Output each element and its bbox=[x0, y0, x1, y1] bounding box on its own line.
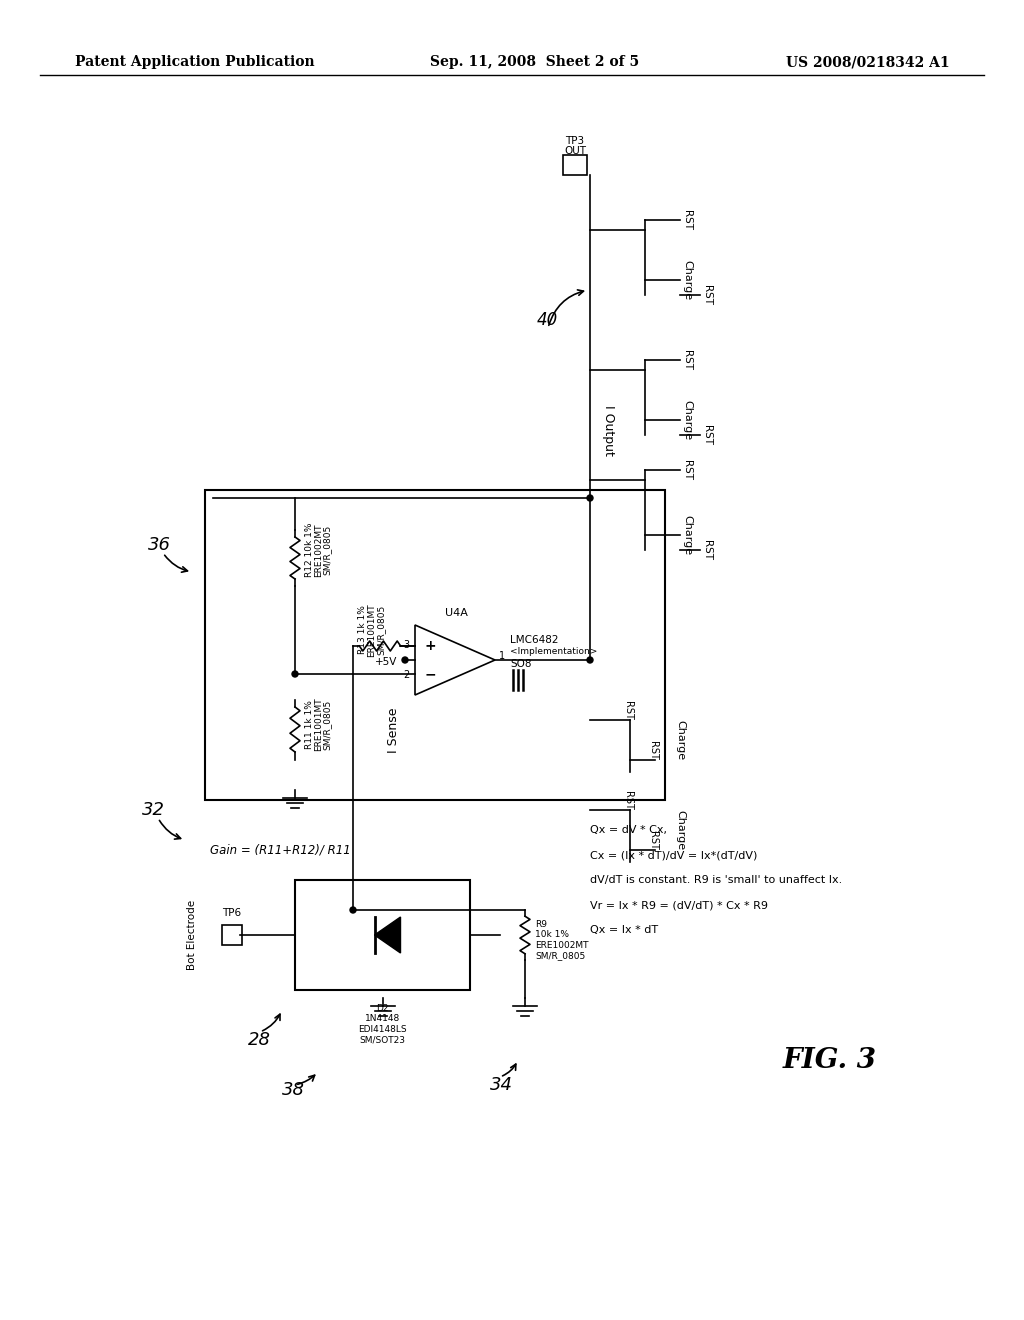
Bar bbox=[222, 925, 242, 945]
Text: Charge: Charge bbox=[682, 400, 692, 440]
Text: RST: RST bbox=[702, 540, 712, 560]
Text: Charge: Charge bbox=[675, 810, 685, 850]
Text: SM/R_0805: SM/R_0805 bbox=[376, 605, 385, 655]
Text: Cx = (Ix * dT)/dV = Ix*(dT/dV): Cx = (Ix * dT)/dV = Ix*(dT/dV) bbox=[590, 850, 758, 861]
Text: Gain = (R11+R12)/ R11: Gain = (R11+R12)/ R11 bbox=[210, 843, 351, 857]
Text: 34: 34 bbox=[490, 1076, 513, 1094]
Text: RST: RST bbox=[682, 210, 692, 230]
Text: R12 10k 1%: R12 10k 1% bbox=[305, 523, 314, 577]
Circle shape bbox=[402, 657, 408, 663]
Text: 2: 2 bbox=[403, 671, 410, 680]
Text: RST: RST bbox=[623, 701, 633, 719]
Text: 36: 36 bbox=[148, 536, 171, 554]
Text: D2
1N4148
EDI4148LS
SM/SOT23: D2 1N4148 EDI4148LS SM/SOT23 bbox=[358, 1005, 407, 1044]
Text: Bot Electrode: Bot Electrode bbox=[187, 900, 197, 970]
Text: Vr = Ix * R9 = (dV/dT) * Cx * R9: Vr = Ix * R9 = (dV/dT) * Cx * R9 bbox=[590, 900, 768, 909]
Text: +: + bbox=[425, 639, 436, 653]
Text: R13 1k 1%: R13 1k 1% bbox=[358, 606, 367, 655]
Text: Sep. 11, 2008  Sheet 2 of 5: Sep. 11, 2008 Sheet 2 of 5 bbox=[430, 55, 639, 69]
Text: FIG. 3: FIG. 3 bbox=[783, 1047, 877, 1073]
Text: RST: RST bbox=[702, 425, 712, 445]
Circle shape bbox=[587, 657, 593, 663]
Text: Qx = dV * Cx,: Qx = dV * Cx, bbox=[590, 825, 667, 836]
Text: −: − bbox=[425, 667, 436, 681]
Text: R9
10k 1%
ERE1002MT
SM/R_0805: R9 10k 1% ERE1002MT SM/R_0805 bbox=[535, 920, 589, 960]
Text: OUT: OUT bbox=[564, 147, 586, 156]
Text: RST: RST bbox=[648, 830, 658, 850]
Text: <Implementation>: <Implementation> bbox=[510, 648, 597, 656]
Circle shape bbox=[350, 907, 356, 913]
Circle shape bbox=[292, 671, 298, 677]
Text: RST: RST bbox=[682, 350, 692, 370]
Polygon shape bbox=[375, 917, 400, 953]
Text: SM/R_0805: SM/R_0805 bbox=[323, 700, 332, 750]
Text: TP6: TP6 bbox=[222, 908, 242, 917]
Text: Charge: Charge bbox=[675, 719, 685, 760]
Text: RST: RST bbox=[702, 285, 712, 305]
Bar bbox=[295, 880, 470, 990]
Text: 3: 3 bbox=[403, 640, 410, 649]
Text: 32: 32 bbox=[142, 801, 165, 818]
Text: SO8: SO8 bbox=[510, 659, 531, 669]
Text: LMC6482: LMC6482 bbox=[510, 635, 558, 645]
Text: SM/R_0805: SM/R_0805 bbox=[323, 525, 332, 576]
Text: ERE1001MT: ERE1001MT bbox=[367, 603, 376, 657]
Text: dV/dT is constant. R9 is 'small' to unaffect Ix.: dV/dT is constant. R9 is 'small' to unaf… bbox=[590, 875, 843, 884]
Text: 40: 40 bbox=[537, 312, 558, 329]
Text: 1: 1 bbox=[499, 651, 505, 661]
Text: 28: 28 bbox=[248, 1031, 271, 1049]
Text: U4A: U4A bbox=[445, 609, 468, 618]
Text: TP3: TP3 bbox=[565, 136, 585, 147]
Text: Charge: Charge bbox=[682, 515, 692, 556]
Text: RST: RST bbox=[682, 459, 692, 480]
Text: RST: RST bbox=[648, 741, 658, 759]
Text: Charge: Charge bbox=[682, 260, 692, 300]
Text: ERE1002MT: ERE1002MT bbox=[314, 523, 323, 577]
Text: US 2008/0218342 A1: US 2008/0218342 A1 bbox=[786, 55, 950, 69]
Text: Patent Application Publication: Patent Application Publication bbox=[75, 55, 314, 69]
Text: RST: RST bbox=[623, 791, 633, 809]
Text: Qx = Ix * dT: Qx = Ix * dT bbox=[590, 925, 658, 935]
Text: R11 1k 1%: R11 1k 1% bbox=[305, 700, 314, 748]
Text: I Output: I Output bbox=[602, 404, 615, 455]
Bar bbox=[563, 154, 587, 176]
Bar bbox=[205, 490, 665, 800]
Text: I Sense: I Sense bbox=[387, 708, 400, 752]
Circle shape bbox=[587, 495, 593, 502]
Text: +5V: +5V bbox=[375, 657, 397, 667]
Text: 38: 38 bbox=[282, 1081, 305, 1100]
Text: ERE1001MT: ERE1001MT bbox=[314, 698, 323, 751]
